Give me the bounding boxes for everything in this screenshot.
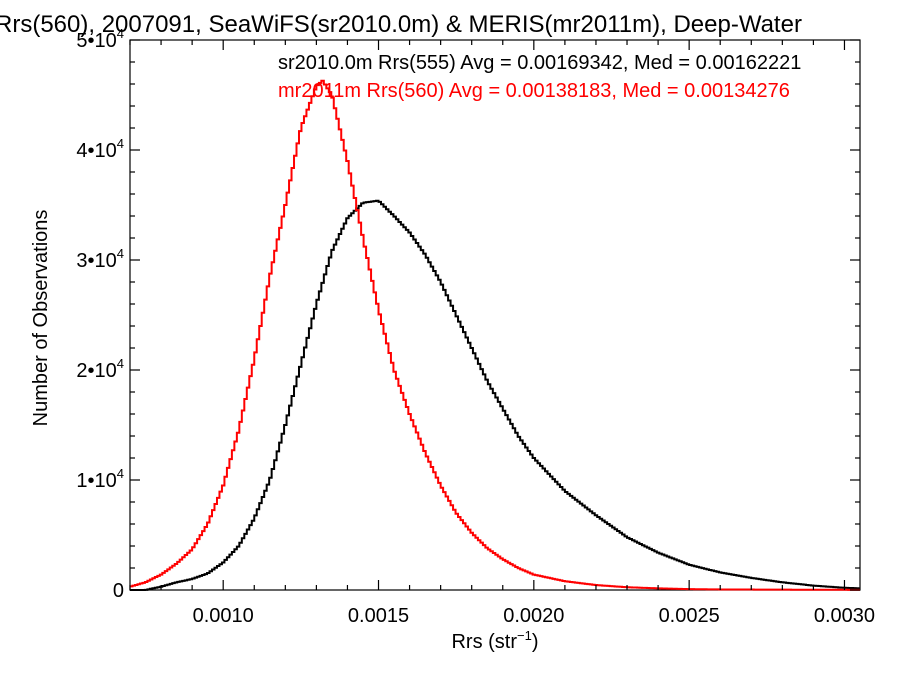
x-tick-label: 0.0025: [659, 605, 720, 627]
y-tick-label: 0: [113, 580, 124, 602]
series-line-1: [130, 199, 860, 591]
chart-title: Rrs(560), 2007091, SeaWiFS(sr2010.0m) & …: [0, 11, 802, 38]
axis-layer: 0.0010 0.0015 0.0020 0.0025 0.0030 0 1•104 2•10…: [76, 26, 875, 627]
x-axis-label-superscript: −1: [517, 628, 532, 643]
legend-entry-1: sr2010.0m Rrs(555) Avg = 0.00169342, Med…: [278, 52, 801, 74]
legend: sr2010.0m Rrs(555) Avg = 0.00169342, Med…: [278, 52, 801, 102]
series-line-2: [130, 79, 860, 591]
plot-frame: [129, 39, 861, 591]
legend-entry-2: mr2011m Rrs(560) Avg = 0.00138183, Med =…: [278, 80, 790, 102]
x-axis-label-text: Rrs (str: [451, 631, 517, 653]
series-layer: [130, 79, 860, 591]
x-axis-label-close: ): [532, 631, 539, 653]
x-tick-label: 0.0030: [814, 605, 875, 627]
y-tick-label: 3•104: [76, 246, 124, 272]
x-tick-label: 0.0010: [193, 605, 254, 627]
y-tick-label: 4•104: [76, 136, 124, 162]
x-axis-label: Rrs (str−1): [451, 628, 538, 653]
y-axis-label: Number of Observations: [30, 210, 52, 427]
y-tick-label: 5•104: [76, 26, 124, 52]
y-tick-label: 2•104: [76, 356, 124, 382]
x-tick-label: 0.0020: [503, 605, 564, 627]
plot-area: [129, 39, 861, 591]
x-tick-label: 0.0015: [348, 605, 409, 627]
y-tick-label: 1•104: [76, 466, 124, 492]
